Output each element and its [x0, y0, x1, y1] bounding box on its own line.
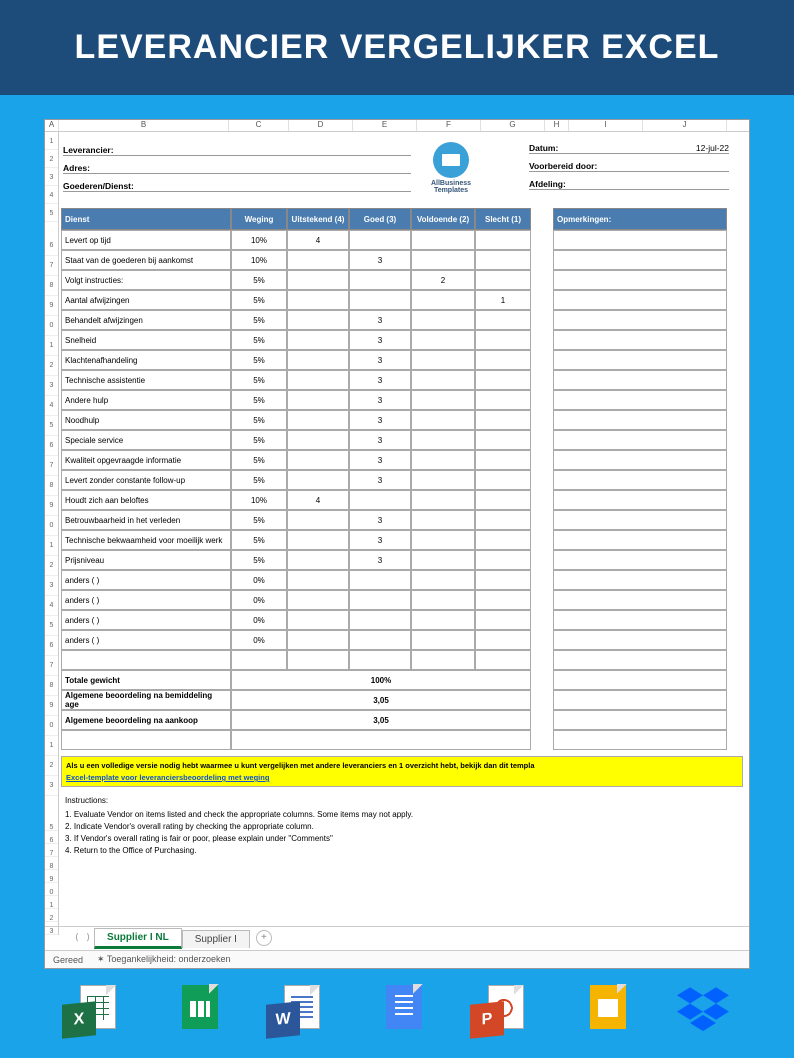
file-icons-row: X W P — [40, 981, 754, 1039]
logo-icon — [433, 142, 469, 178]
tab-supplier[interactable]: Supplier I — [182, 930, 250, 948]
powerpoint-icon: P — [470, 981, 528, 1039]
leverancier-label: Leverancier: — [63, 138, 411, 156]
dropbox-icon — [674, 981, 732, 1039]
instructions: Instructions: 1. Evaluate Vendor on item… — [61, 787, 743, 865]
gslides-icon — [572, 981, 630, 1039]
status-bar: Gereed ✶ Toegankelijkheid: onderzoeken — [45, 950, 749, 968]
datum-value: 12-jul-22 — [696, 143, 729, 153]
accessibility-icon: ✶ — [97, 954, 105, 964]
datum-label: Datum: — [529, 143, 558, 153]
excel-window: ABCDEFGHIJ 12345678901234567890123456789… — [44, 119, 750, 969]
word-icon: W — [266, 981, 324, 1039]
gsheets-icon — [164, 981, 222, 1039]
sheet-tabs: ⟨ ⟩ Supplier I NL Supplier I + — [45, 926, 749, 948]
gdocs-icon — [368, 981, 426, 1039]
tab-prev-icon[interactable]: ⟨ — [71, 932, 83, 943]
afdeling-label: Afdeling: — [529, 179, 566, 189]
goederen-label: Goederen/Dienst: — [63, 174, 411, 192]
tab-next-icon[interactable]: ⟩ — [83, 932, 95, 943]
row-numbers: 1234567890123456789012345678901235678901… — [45, 132, 59, 935]
adres-label: Adres: — [63, 156, 411, 174]
status-gereed: Gereed — [53, 955, 83, 965]
allbusiness-logo: AllBusiness Templates — [413, 136, 489, 194]
voorbereid-label: Voorbereid door: — [529, 161, 597, 171]
status-toeg: Toegankelijkheid: onderzoeken — [107, 954, 231, 964]
template-link[interactable]: Excel-template voor leveranciersbeoordel… — [66, 773, 269, 782]
column-letters: ABCDEFGHIJ — [45, 120, 749, 132]
add-sheet-button[interactable]: + — [256, 930, 272, 946]
yellow-notice: Als u een volledige versie nodig hebt wa… — [61, 756, 743, 787]
evaluation-table: DienstWegingUitstekend (4)Goed (3)Voldoe… — [61, 208, 743, 750]
excel-icon: X — [62, 981, 120, 1039]
tab-supplier-nl[interactable]: Supplier I NL — [94, 928, 182, 949]
page-title: LEVERANCIER VERGELIJKER EXCEL — [0, 0, 794, 95]
